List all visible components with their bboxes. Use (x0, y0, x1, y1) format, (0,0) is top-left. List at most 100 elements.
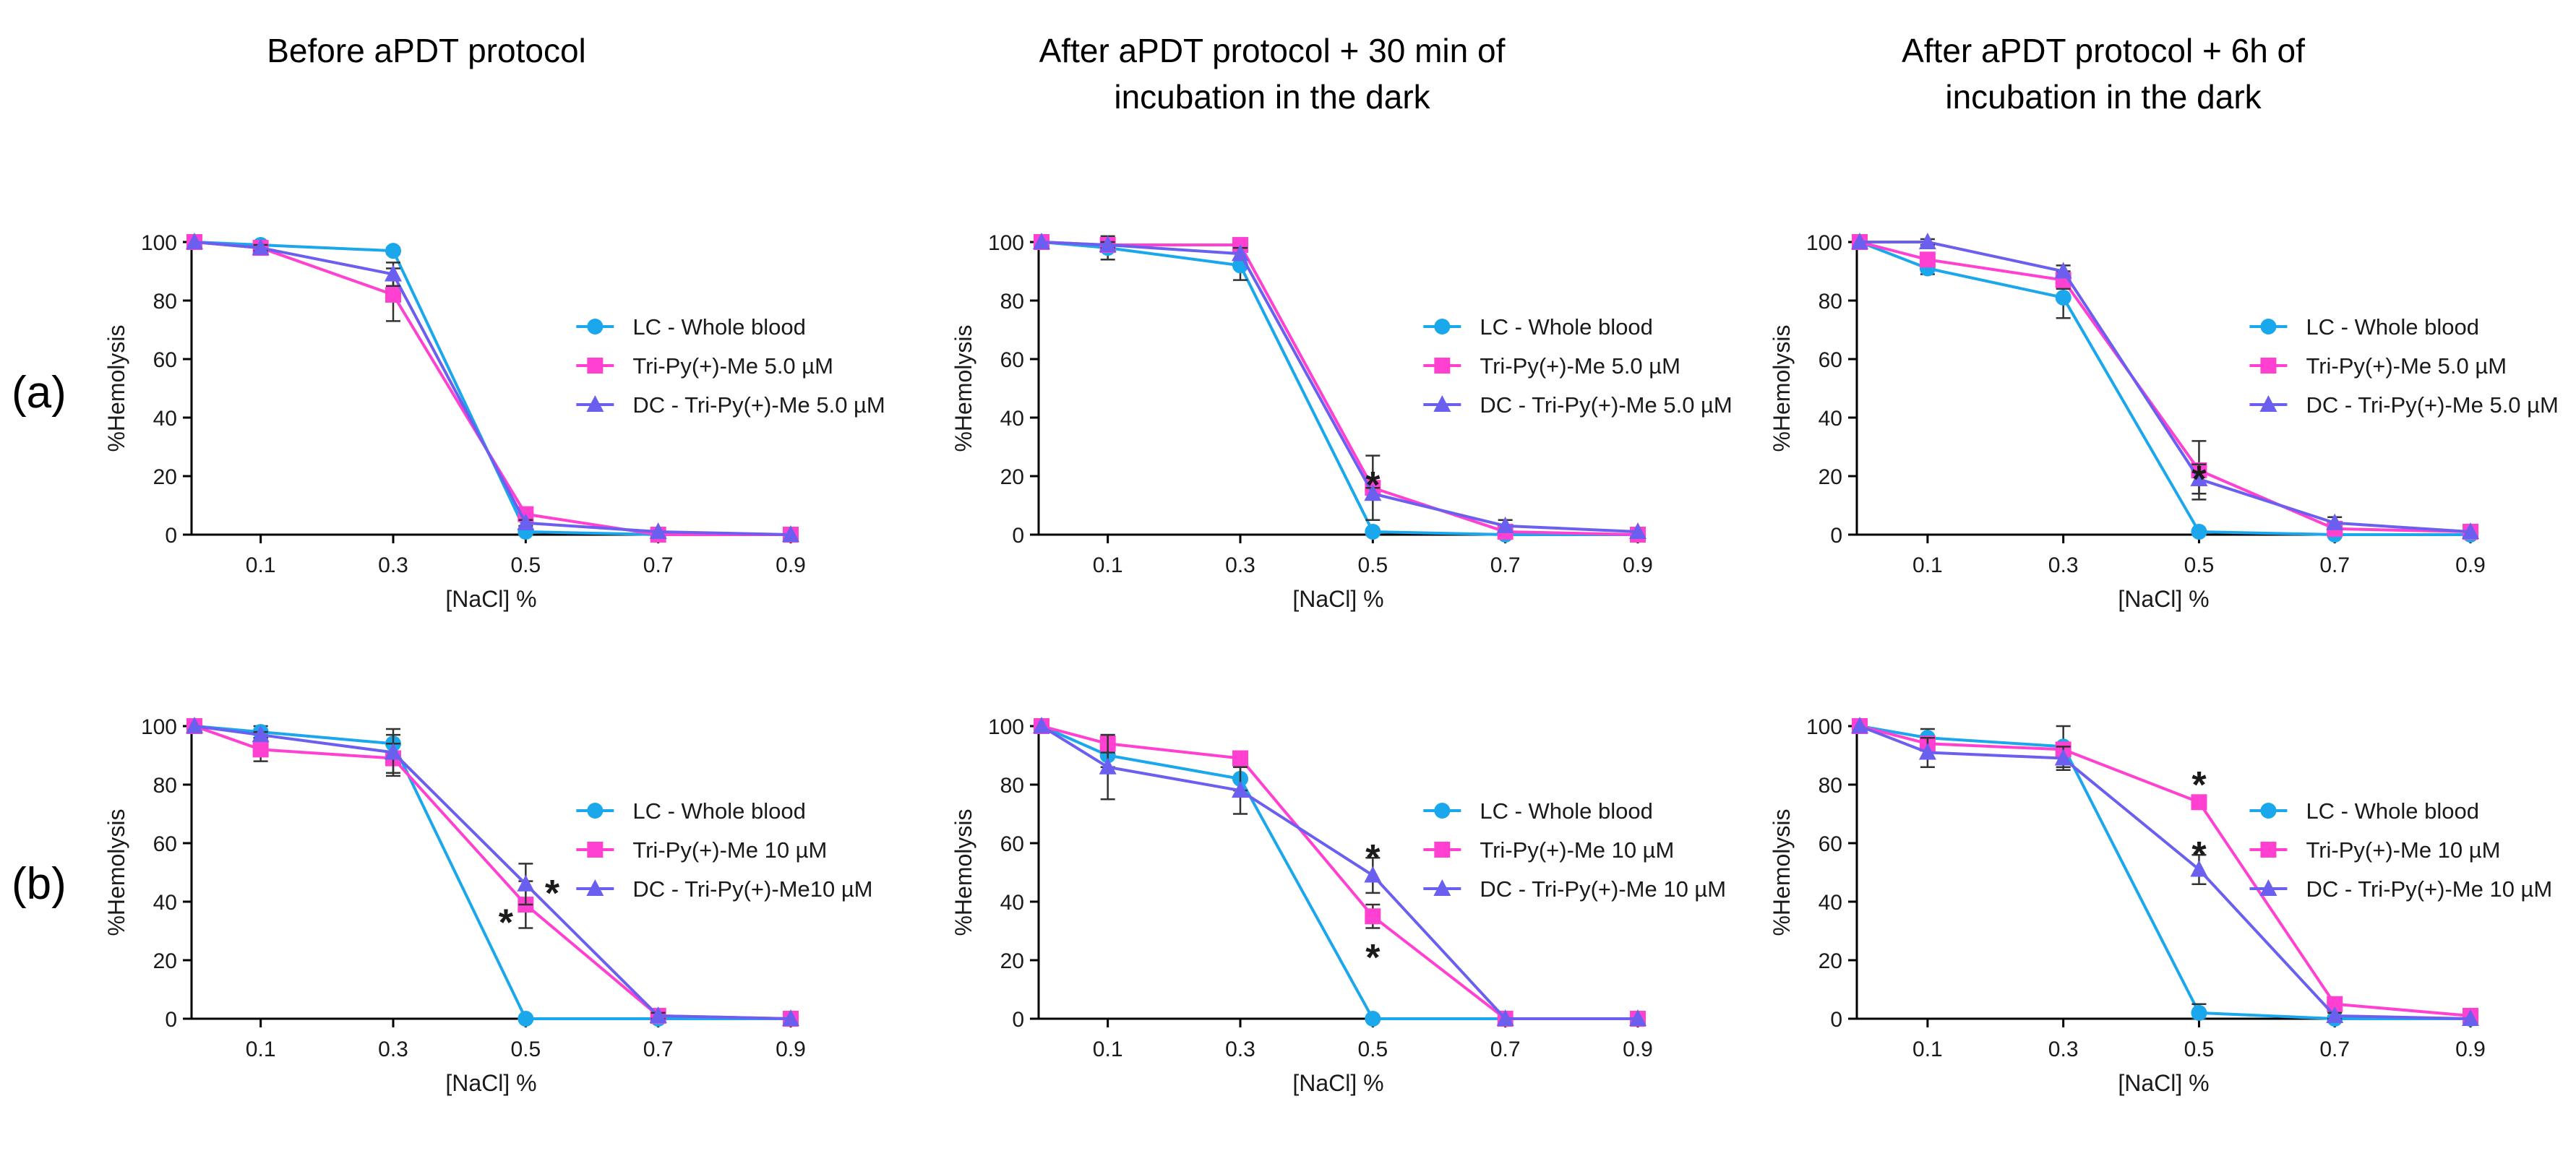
x-tick-label: 0.9 (2455, 553, 2486, 577)
y-tick-label: 100 (988, 231, 1024, 255)
x-axis-label: [NaCl] % (1292, 586, 1383, 612)
data-point (2054, 749, 2072, 766)
data-point (2191, 523, 2207, 540)
legend-label: LC - Whole blood (2306, 798, 2479, 824)
data-point (1033, 233, 1050, 249)
x-axis-label: [NaCl] % (1292, 1070, 1383, 1096)
x-tick-label: 0.1 (1093, 1038, 1123, 1061)
series-tri (1034, 718, 1646, 1027)
x-tick-label: 0.3 (1225, 553, 1255, 577)
y-tick-label: 100 (141, 231, 177, 255)
legend-marker (587, 358, 604, 374)
x-tick-label: 0.5 (510, 553, 541, 577)
y-tick-label: 40 (1819, 891, 1842, 915)
data-point (1496, 516, 1514, 533)
legend-item-lc: LC - Whole blood (576, 798, 806, 824)
series-line (194, 725, 791, 1020)
data-point (186, 717, 203, 733)
series-dc (186, 717, 799, 1026)
legend-marker (1433, 395, 1451, 412)
significance-asterisk: * (499, 902, 514, 944)
data-point (782, 1009, 799, 1026)
y-axis-label: %Hemolysis (950, 324, 976, 452)
legend-marker (1434, 803, 1451, 819)
y-tick-label: 100 (988, 715, 1024, 739)
x-tick-label: 0.1 (246, 553, 276, 577)
column-title-3-line2: incubation in the dark (1945, 78, 2262, 116)
y-tick-label: 0 (1830, 524, 1842, 548)
legend-item-lc: LC - Whole blood (2249, 314, 2479, 340)
series-line (194, 241, 791, 536)
legend-item-lc: LC - Whole blood (1423, 798, 1653, 824)
legend-marker (587, 842, 604, 858)
series-dc (1851, 717, 2479, 1026)
x-tick-label: 0.5 (510, 1038, 541, 1061)
significance-asterisk: * (545, 873, 560, 915)
row-label-b: (b) (12, 859, 66, 909)
y-tick-label: 100 (141, 715, 177, 739)
legend-item-tri: Tri-Py(+)-Me 10 µM (576, 837, 827, 863)
legend-label: Tri-Py(+)-Me 5.0 µM (1480, 353, 1680, 379)
x-tick-label: 0.9 (776, 553, 806, 577)
data-point (252, 238, 270, 256)
y-tick-label: 20 (1000, 949, 1024, 973)
y-tick-label: 0 (165, 524, 177, 548)
legend-item-dc: DC - Tri-Py(+)-Me 10 µM (2249, 876, 2552, 902)
y-tick-label: 40 (1000, 407, 1024, 431)
data-point (1232, 244, 1249, 262)
x-axis-label: [NaCl] % (2118, 1070, 2209, 1096)
series-dc (1033, 233, 1647, 539)
legend-marker (2260, 803, 2277, 819)
column-title-2-line2: incubation in the dark (1114, 78, 1430, 116)
legend-item-dc: DC - Tri-Py(+)-Me 5.0 µM (1423, 392, 1733, 418)
data-point (2054, 262, 2072, 279)
x-tick-label: 0.5 (1357, 553, 1388, 577)
y-tick-label: 40 (153, 891, 177, 915)
x-tick-label: 0.7 (643, 1038, 674, 1061)
y-axis-label: %Hemolysis (1769, 324, 1795, 452)
y-tick-label: 80 (1000, 290, 1024, 314)
x-tick-label: 0.5 (1357, 1038, 1388, 1061)
data-point (385, 286, 401, 303)
legend-marker (587, 803, 604, 819)
data-point (1364, 866, 1382, 883)
significance-asterisk: * (2191, 834, 2207, 876)
data-point (1232, 781, 1249, 798)
legend-marker (586, 395, 604, 412)
chart-panel-a-before: 0 20 40 60 80 100 0.1 0.3 0.5 0.7 0.9 [NaCl] % %Hemo… (103, 231, 885, 612)
x-tick-label: 0.7 (2319, 553, 2350, 577)
legend-item-tri: Tri-Py(+)-Me 5.0 µM (576, 353, 833, 379)
chart-panel-b-before: 0 20 40 60 80 100 0.1 0.3 0.5 0.7 0.9 [NaCl] % %Hemo… (103, 715, 873, 1096)
y-tick-label: 0 (1012, 1008, 1024, 1032)
chart-panel-b-30min: 0 20 40 60 80 100 0.1 0.3 0.5 0.7 0.9 [NaCl] % %Hemo… (950, 715, 1726, 1096)
data-point (2326, 1006, 2344, 1023)
x-tick-label: 0.1 (1093, 553, 1123, 577)
series-line (1041, 241, 1638, 536)
legend-label: DC - Tri-Py(+)-Me 10 µM (1480, 876, 1726, 902)
data-point (2191, 1004, 2207, 1021)
legend-marker (2260, 842, 2277, 858)
data-point (186, 233, 203, 249)
series-tri (1852, 234, 2478, 540)
y-tick-label: 80 (1819, 774, 1842, 798)
data-point (1365, 908, 1381, 925)
y-tick-label: 0 (1830, 1008, 1842, 1032)
y-tick-label: 20 (1000, 465, 1024, 489)
legend-item-dc: DC - Tri-Py(+)-Me 5.0 µM (2249, 392, 2559, 418)
legend-label: Tri-Py(+)-Me 10 µM (1480, 837, 1674, 863)
data-point (1851, 233, 1868, 249)
data-point (385, 264, 402, 282)
series-lc (1034, 718, 1646, 1027)
chart-panel-a-30min: 0 20 40 60 80 100 0.1 0.3 0.5 0.7 0.9 [NaCl] % %Hemo… (950, 231, 1733, 612)
x-tick-label: 0.9 (1623, 1038, 1653, 1061)
series-tri (186, 718, 799, 1027)
chart-panel-a-6h: 0 20 40 60 80 100 0.1 0.3 0.5 0.7 0.9 [NaCl] % %Hemo… (1769, 231, 2559, 612)
legend-marker (1434, 358, 1451, 374)
y-axis-label: %Hemolysis (1769, 808, 1795, 936)
series-tri (186, 234, 799, 543)
y-tick-label: 40 (153, 407, 177, 431)
series-dc (1033, 717, 1647, 1026)
legend-item-tri: Tri-Py(+)-Me 5.0 µM (1423, 353, 1680, 379)
significance-asterisk: * (2191, 764, 2207, 806)
data-point (1232, 750, 1248, 767)
